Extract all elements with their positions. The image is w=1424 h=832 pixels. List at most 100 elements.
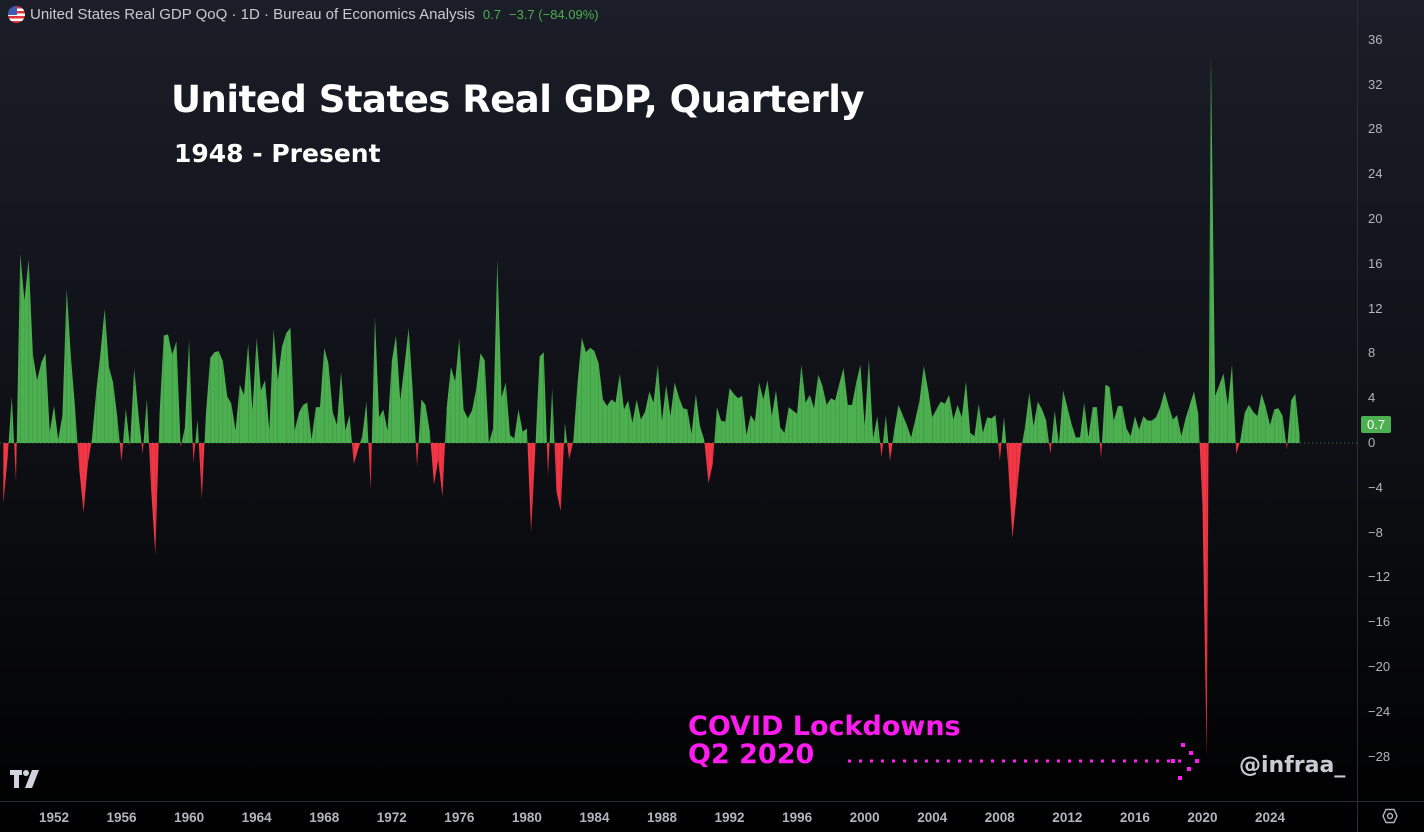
gdp-area-segment [371,316,375,443]
gdp-area-segment [892,430,895,443]
author-watermark: @infraa_ [1239,753,1346,778]
gdp-area-segment [514,409,519,443]
gdp-area-segment [168,334,173,443]
settings-gear-icon[interactable] [1382,808,1398,824]
gdp-area-segment [1092,407,1097,443]
gdp-area-segment [412,393,416,443]
gdp-area-segment [28,259,33,443]
gdp-area-segment [725,388,730,443]
gdp-area-segment [180,443,182,448]
gdp-area-segment [1008,443,1013,539]
gdp-area-segment [1151,417,1157,443]
gdp-area-segment [248,343,253,443]
x-tick-label: 1956 [106,810,137,825]
gdp-area-segment [742,395,747,443]
gdp-area-segment [151,443,156,555]
gdp-area-segment [1130,416,1135,443]
gdp-area-segment [700,426,705,443]
gdp-area-segment [141,443,143,455]
gdp-area-segment [763,380,768,443]
gdp-area-segment [915,400,920,443]
x-tick-label: 2024 [1254,810,1286,825]
gdp-area-segment [653,364,658,443]
gdp-area-segment [1206,443,1209,757]
gdp-area-segment [45,353,50,443]
gdp-area-segment [383,409,388,443]
gdp-area-segment [880,443,882,458]
gdp-area-segment [619,373,625,443]
gdp-area-segment [1058,390,1064,443]
gdp-area-segment [349,415,352,443]
gdp-area-segment [961,381,967,443]
gdp-area-segment [1208,53,1211,444]
gdp-area-segment [678,397,684,443]
gdp-area-segment [549,388,553,443]
gdp-area-segment [1160,391,1165,443]
symbol-title[interactable]: United States Real GDP QoQ · 1D · Bureau… [30,5,475,23]
gdp-area-segment [353,443,359,465]
gdp-area-segment [1122,406,1127,443]
gdp-area-segment [974,403,979,443]
gdp-area-segment [797,364,802,443]
gdp-area-segment [1235,443,1237,455]
gdp-area-segment [906,425,912,443]
gdp-area-segment [497,259,502,443]
gdp-area-segment [581,337,587,443]
gdp-area-segment [15,443,17,482]
gdp-area-segment [636,399,641,443]
gdp-area-segment [1050,443,1052,455]
gdp-area-segment [260,380,266,443]
gdp-area-segment [418,399,422,443]
gdp-area-segment [607,399,612,443]
gdp-area-segment [303,402,308,443]
gdp-area-segment [360,436,363,443]
gdp-area-segment [425,404,430,443]
gdp-area-segment [518,409,523,443]
gdp-area-segment [1063,390,1068,443]
gdp-area-segment [1172,415,1178,443]
last-value-badge: 0.7 [1361,416,1392,433]
gdp-area-segment [379,409,384,443]
gdp-area-segment [714,407,717,443]
y-tick-label: 32 [1368,76,1383,92]
x-tick-label: 2020 [1187,810,1218,825]
gdp-area-segment [130,367,135,443]
gdp-area-segment [429,431,431,443]
gdp-area-segment [1261,393,1266,443]
gdp-area-segment [66,288,71,443]
gdp-area-segment [531,443,536,533]
gdp-area-segment [252,337,257,443]
gdp-area-segment [1096,407,1100,443]
x-tick-label: 1988 [646,810,678,825]
gdp-area-segment [294,412,299,443]
gdp-area-segment [546,443,549,476]
gdp-area-segment [888,443,891,461]
gdp-area-segment [539,352,544,443]
gdp-area-segment [1071,423,1076,443]
gdp-area-segment [1239,439,1241,443]
gdp-area-segment [117,417,120,443]
gdp-area-segment [8,395,12,443]
gdp-area-segment [721,420,726,443]
last-value: 0.7 [482,6,501,22]
gdp-area-segment [1286,443,1288,450]
gdp-area-segment [256,337,261,443]
gdp-area-segment [564,422,568,443]
gdp-area-segment [1253,411,1258,443]
gdp-area-segment [801,364,806,443]
gdp-area-segment [201,443,205,499]
y-tick-label: 28 [1368,121,1383,137]
gdp-area-segment [708,443,713,484]
gdp-area-segment [894,404,899,443]
gdp-area-segment [902,415,907,443]
tradingview-logo-icon[interactable] [10,770,42,788]
gdp-area-segment [158,413,160,443]
gdp-area-segment [100,308,105,443]
gdp-area-segment [527,443,532,533]
gdp-area-segment [1012,443,1017,539]
annotation-line-1: COVID Lockdowns [688,711,961,742]
gdp-area-segment [1265,407,1271,443]
y-tick-label: −8 [1368,524,1383,540]
gdp-area-segment [632,399,637,443]
